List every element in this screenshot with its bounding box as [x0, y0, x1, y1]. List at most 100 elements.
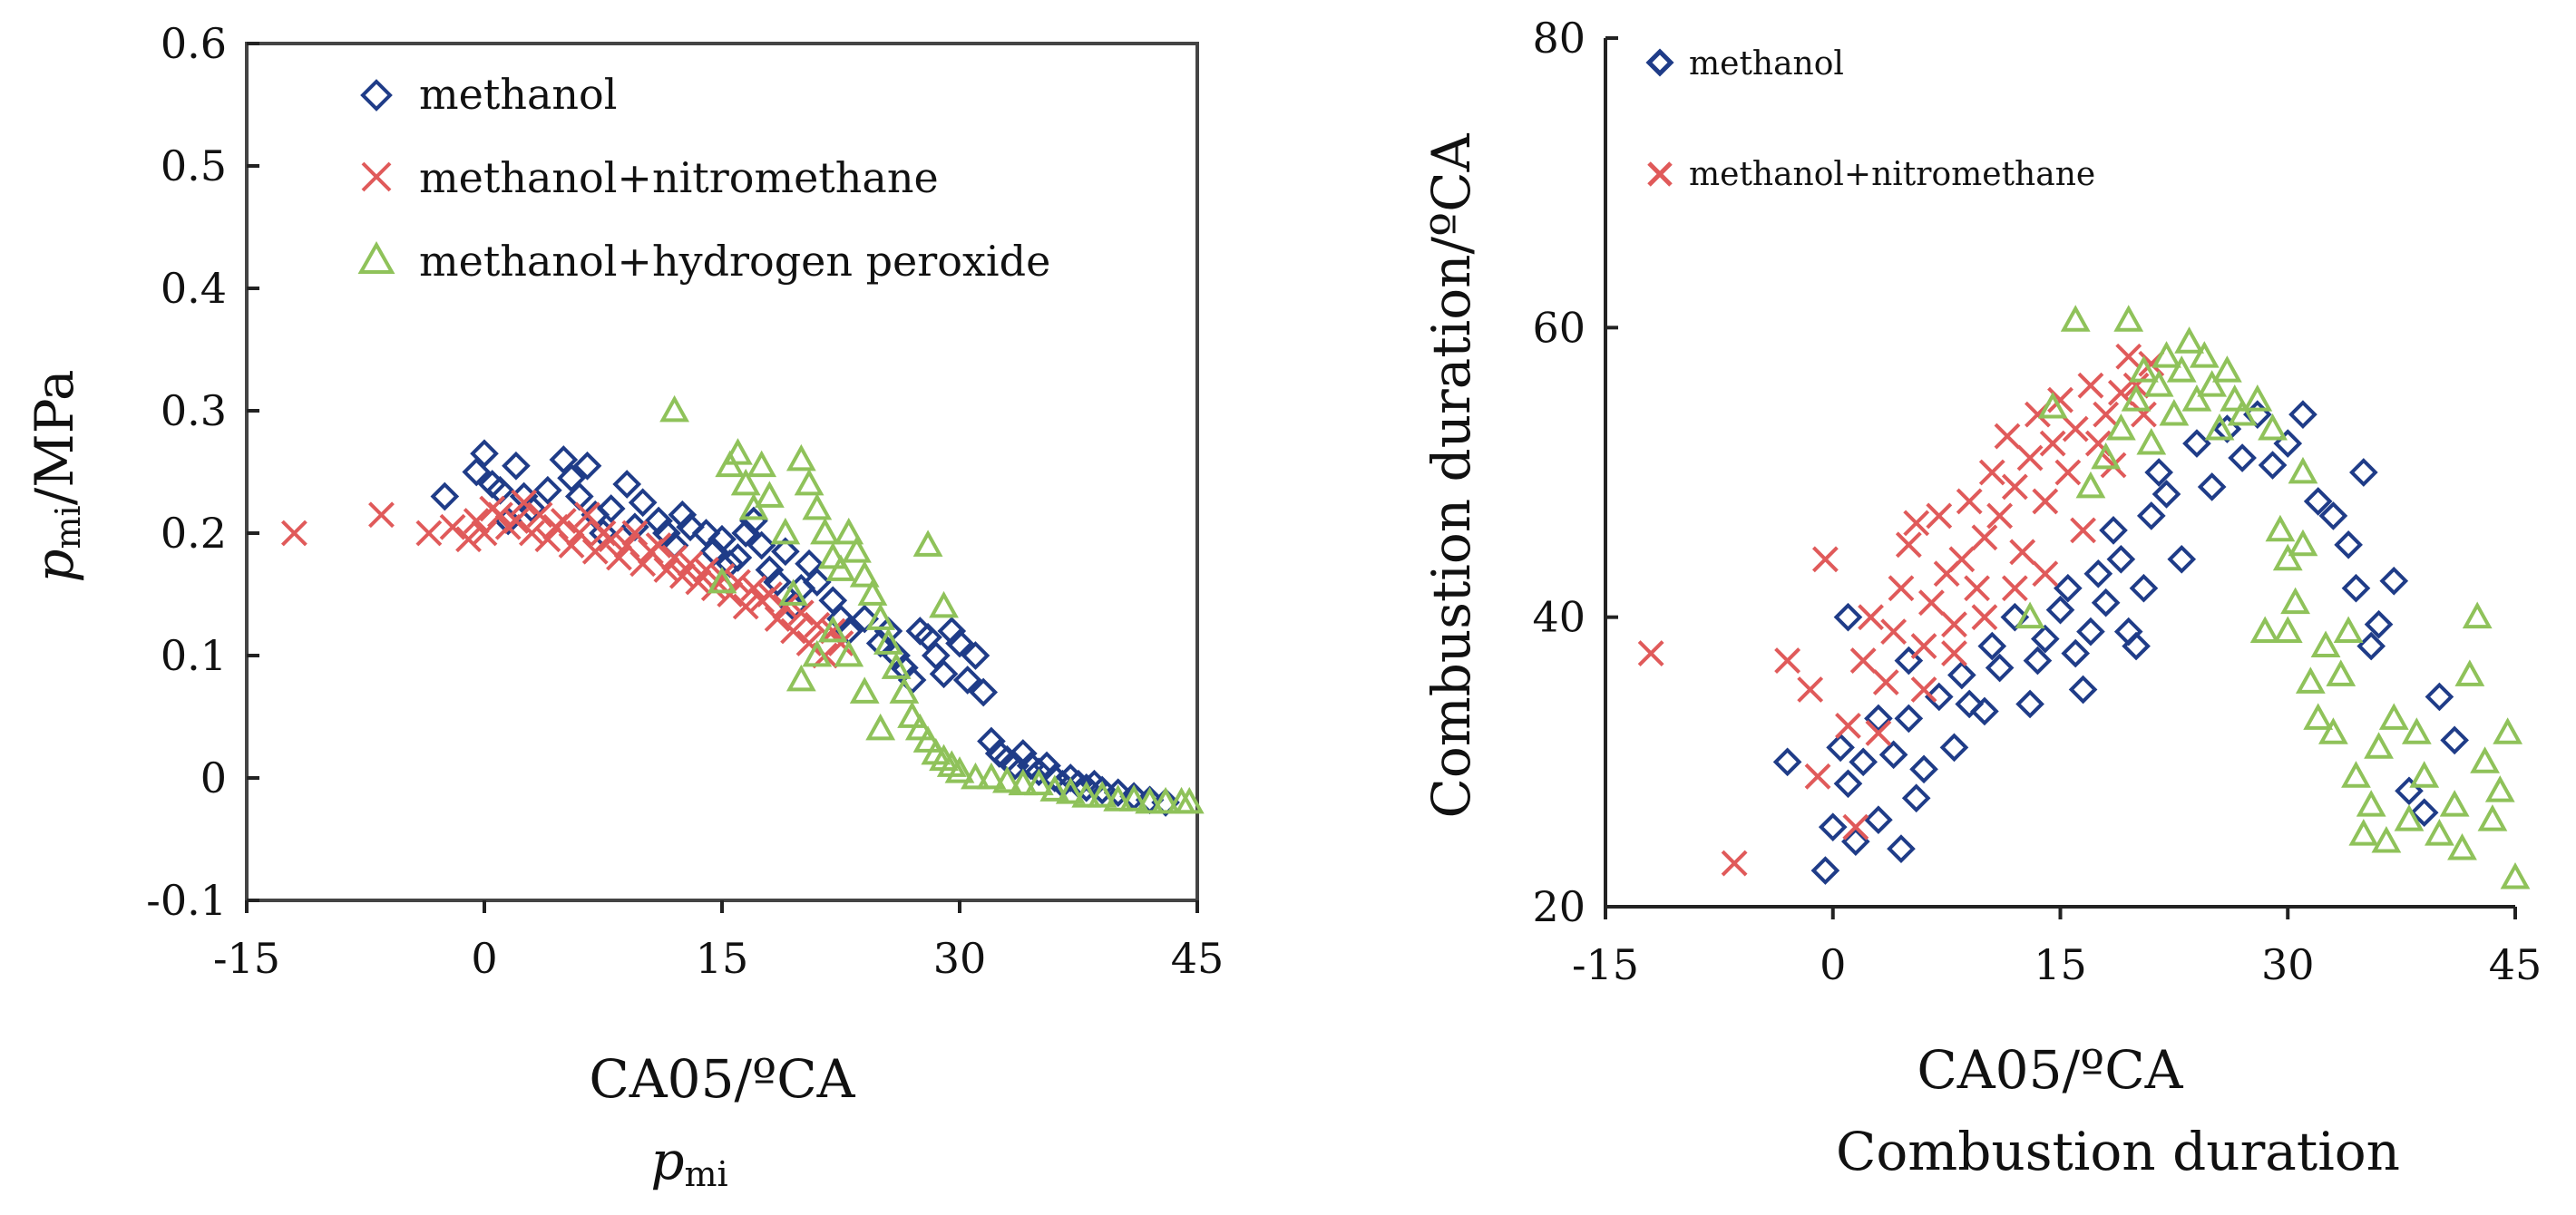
y-tick-label: 0.5	[161, 141, 227, 190]
data-point-cross	[1888, 575, 1915, 602]
data-point-cross	[668, 562, 696, 589]
left-legend-triangle-icon	[357, 240, 395, 274]
data-point-diamond	[1833, 602, 1863, 632]
data-point-diamond	[2425, 682, 2454, 712]
data-point-cross	[1858, 604, 1884, 631]
data-point-cross	[661, 544, 688, 571]
data-point-diamond	[802, 568, 832, 597]
data-point-diamond	[676, 512, 705, 542]
data-point-cross	[1948, 546, 1976, 573]
data-point-triangle	[865, 713, 896, 741]
data-point-diamond	[1878, 740, 1908, 770]
data-point-triangle	[746, 450, 777, 478]
data-point-triangle	[849, 560, 880, 588]
left-legend-diamond-icon	[360, 79, 393, 112]
data-point-cross	[2032, 488, 2059, 515]
data-point-triangle	[2470, 746, 2500, 773]
data-point-cross	[1835, 713, 1861, 739]
data-point-triangle	[2409, 761, 2440, 788]
data-point-triangle	[2477, 804, 2508, 831]
data-point-triangle	[1103, 784, 1134, 812]
data-point-triangle	[2272, 616, 2303, 644]
data-point-cross	[1849, 647, 1877, 674]
data-point-diamond	[1909, 754, 1938, 784]
data-point-triangle	[723, 438, 753, 465]
data-point-diamond	[746, 530, 776, 560]
data-point-diamond	[2076, 617, 2105, 646]
data-point-diamond	[549, 445, 579, 474]
data-point-triangle	[2091, 442, 2122, 470]
left-y-axis-title: pmi/MPa	[24, 369, 88, 582]
data-point-triangle	[2364, 732, 2394, 759]
data-point-cross	[653, 557, 680, 583]
data-point-triangle	[897, 701, 927, 728]
data-point-diamond	[2349, 458, 2378, 487]
data-point-cross	[518, 520, 545, 547]
data-point-cross	[503, 508, 530, 534]
data-point-diamond	[2061, 638, 2091, 668]
data-point-cross	[1774, 647, 1801, 674]
data-point-cross	[2093, 401, 2120, 428]
y-tick-label: 40	[1532, 593, 1586, 642]
data-point-triangle	[912, 725, 943, 753]
data-point-triangle	[2249, 616, 2280, 644]
data-point-triangle	[707, 566, 737, 594]
data-point-diamond	[1009, 739, 1038, 768]
left-data-marks	[280, 394, 1205, 817]
data-point-diamond	[2182, 429, 2211, 458]
data-point-cross	[1978, 459, 2005, 486]
data-point-diamond	[2045, 595, 2075, 625]
data-point-triangle	[2462, 601, 2493, 629]
x-tick-label: -15	[1572, 940, 1639, 989]
data-point-diamond	[572, 451, 602, 481]
data-point-triangle	[2326, 659, 2356, 686]
data-point-cross	[1811, 546, 1839, 573]
data-point-diamond	[1772, 747, 1802, 777]
data-point-triangle	[2280, 587, 2311, 615]
data-point-triangle	[2204, 413, 2235, 441]
left-legend-cross-icon	[361, 161, 392, 192]
data-point-diamond	[1840, 827, 1870, 856]
data-point-cross	[645, 532, 672, 559]
data-point-triangle	[1150, 786, 1181, 814]
data-point-triangle	[802, 492, 833, 520]
data-point-triangle	[912, 530, 943, 557]
data-point-diamond	[945, 628, 974, 658]
left-x-ticks: -15 0 15 30 45	[213, 900, 1224, 983]
data-point-triangle	[2439, 790, 2470, 817]
data-point-triangle	[834, 517, 864, 545]
data-point-cross	[693, 557, 719, 583]
data-point-diamond	[2395, 776, 2424, 806]
data-point-triangle	[2288, 456, 2318, 484]
data-point-triangle	[873, 627, 903, 655]
y-tick-label: 0	[200, 753, 227, 802]
data-point-triangle	[2181, 384, 2212, 412]
x-tick-label: 15	[2034, 940, 2087, 989]
data-point-diamond	[2364, 609, 2394, 639]
data-point-diamond	[628, 488, 658, 518]
data-point-diamond	[2228, 443, 2257, 472]
data-point-cross	[677, 550, 704, 578]
data-point-diamond	[1901, 783, 1931, 813]
data-point-diamond	[1985, 653, 2015, 683]
data-point-triangle	[1055, 777, 1086, 804]
data-point-diamond	[1955, 689, 1985, 719]
data-point-diamond	[1071, 773, 1101, 802]
data-point-cross	[2032, 560, 2059, 588]
data-point-cross	[1880, 618, 1908, 646]
data-point-triangle	[2500, 861, 2531, 889]
data-point-diamond	[2356, 631, 2386, 661]
data-point-diamond	[2068, 675, 2098, 705]
data-point-cross	[439, 513, 466, 540]
data-point-diamond	[818, 586, 848, 616]
right-data-marks	[1637, 305, 2531, 889]
left-legend-methanol: methanol	[419, 70, 617, 119]
data-point-cross	[1941, 611, 1967, 638]
data-point-triangle	[2242, 384, 2273, 412]
data-point-triangle	[2166, 355, 2197, 383]
left-caption: pmi	[650, 1130, 727, 1194]
data-point-diamond	[2023, 646, 2053, 676]
data-point-cross	[2001, 575, 2028, 602]
right-y-ticks: 20 40 60 80	[1532, 14, 1618, 931]
data-point-triangle	[825, 554, 856, 581]
